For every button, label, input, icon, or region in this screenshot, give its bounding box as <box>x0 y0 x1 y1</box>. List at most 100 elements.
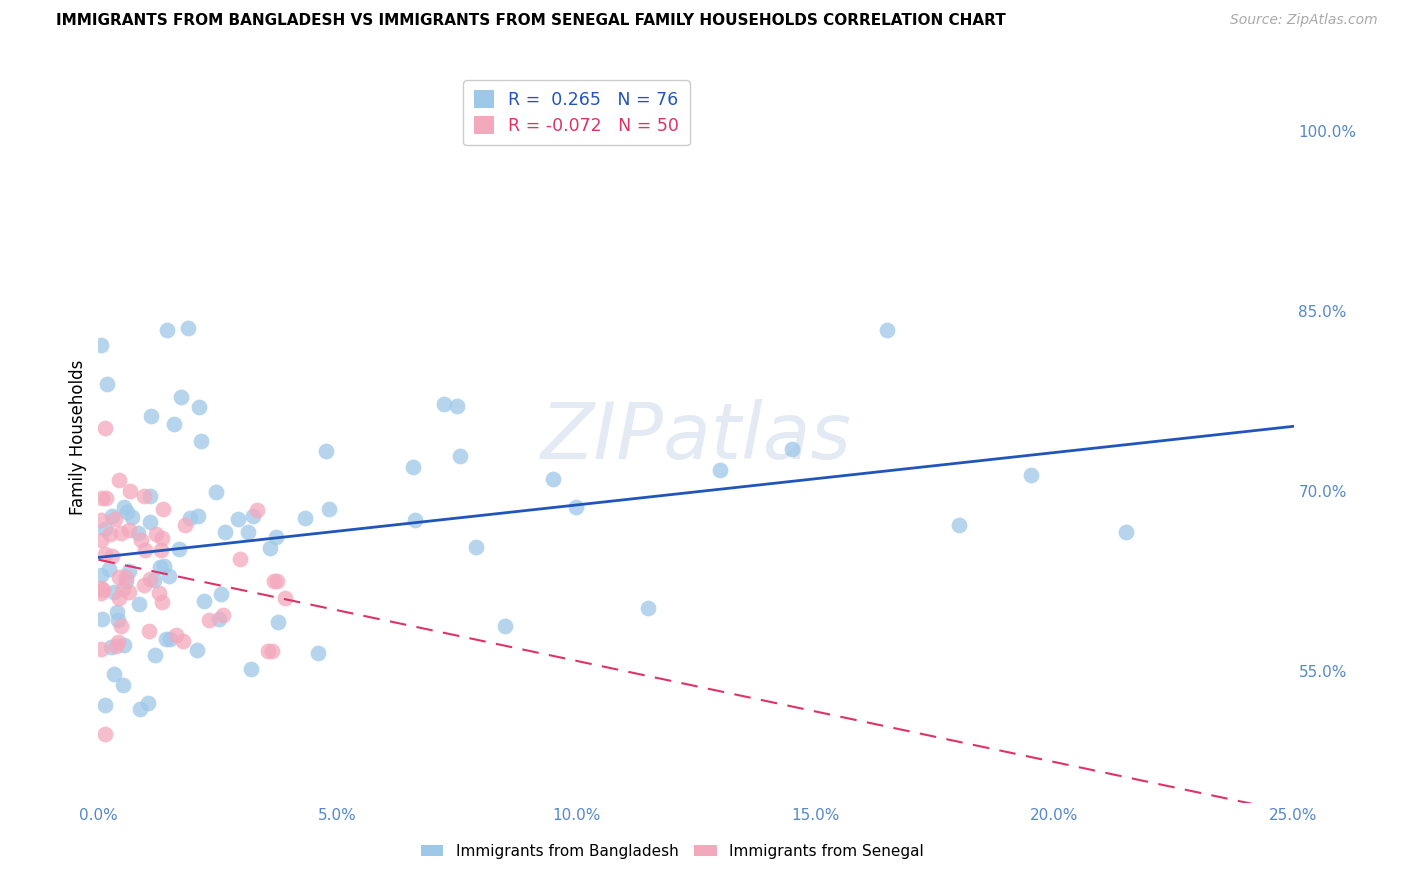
Point <box>204 484 226 499</box>
Point <box>179 511 201 525</box>
Point <box>263 574 285 589</box>
Point <box>100 640 122 655</box>
Point <box>315 443 337 458</box>
Point <box>107 570 129 584</box>
Point <box>264 530 287 544</box>
Point <box>90 491 112 505</box>
Point <box>114 570 136 584</box>
Y-axis label: Family Households: Family Households <box>69 359 87 515</box>
Point <box>112 638 135 652</box>
Point <box>143 573 166 587</box>
Point <box>98 526 121 541</box>
Point <box>209 587 232 601</box>
Point <box>118 524 141 538</box>
Point <box>402 459 425 474</box>
Point <box>186 643 208 657</box>
Text: IMMIGRANTS FROM BANGLADESH VS IMMIGRANTS FROM SENEGAL FAMILY HOUSEHOLDS CORRELAT: IMMIGRANTS FROM BANGLADESH VS IMMIGRANTS… <box>56 13 1005 29</box>
Point <box>294 510 316 524</box>
Point <box>273 591 295 606</box>
Text: ZIPatlas: ZIPatlas <box>540 399 852 475</box>
Text: Source: ZipAtlas.com: Source: ZipAtlas.com <box>1230 13 1378 28</box>
Point <box>149 560 172 574</box>
Point <box>157 568 180 582</box>
Point <box>90 338 112 352</box>
Point <box>96 376 118 391</box>
Point <box>118 564 141 578</box>
Point <box>108 473 131 487</box>
Point <box>90 581 112 595</box>
Point <box>105 639 128 653</box>
Point <box>112 678 135 692</box>
Point <box>494 618 516 632</box>
Point <box>226 512 249 526</box>
Point <box>165 628 187 642</box>
Point <box>94 698 117 713</box>
Point <box>90 568 112 582</box>
Point <box>141 409 163 423</box>
Point <box>152 501 174 516</box>
Point <box>98 562 121 576</box>
Point <box>156 323 179 337</box>
Point <box>212 607 235 622</box>
Point <box>150 531 173 545</box>
Point <box>404 513 426 527</box>
Point <box>105 606 128 620</box>
Point <box>94 421 117 435</box>
Point <box>138 624 160 638</box>
Point <box>159 632 181 647</box>
Point <box>170 390 193 404</box>
Point <box>260 643 283 657</box>
Point <box>101 549 124 563</box>
Point <box>128 526 150 541</box>
Point <box>93 548 115 562</box>
Point <box>433 397 456 411</box>
Point <box>541 472 564 486</box>
Point <box>259 541 281 556</box>
Point <box>120 483 142 498</box>
Point <box>90 641 112 656</box>
Point <box>446 399 468 413</box>
Point <box>121 510 143 524</box>
Point <box>193 594 215 608</box>
Point <box>90 585 112 599</box>
Point <box>94 491 117 506</box>
Point <box>90 612 112 626</box>
Point <box>94 727 117 741</box>
Point <box>149 543 172 558</box>
Point <box>118 585 141 599</box>
Point <box>112 500 135 515</box>
Point <box>449 450 471 464</box>
Point <box>91 582 114 597</box>
Point <box>240 662 263 676</box>
Legend: Immigrants from Bangladesh, Immigrants from Senegal: Immigrants from Bangladesh, Immigrants f… <box>415 838 929 864</box>
Point <box>94 522 117 536</box>
Point <box>242 509 264 524</box>
Point <box>1019 468 1042 483</box>
Point <box>103 585 125 599</box>
Point <box>173 518 195 533</box>
Point <box>207 612 229 626</box>
Point <box>90 513 112 527</box>
Point <box>187 509 209 524</box>
Point <box>172 634 194 648</box>
Point <box>100 509 122 524</box>
Point <box>876 323 898 337</box>
Point <box>214 524 236 539</box>
Point <box>190 434 212 449</box>
Point <box>115 505 138 519</box>
Point <box>139 489 162 503</box>
Point <box>110 619 132 633</box>
Point <box>110 526 132 541</box>
Point <box>465 540 488 554</box>
Point <box>238 524 260 539</box>
Point <box>153 558 176 573</box>
Point <box>780 442 803 456</box>
Point <box>266 574 288 589</box>
Point <box>266 615 288 630</box>
Point <box>90 533 112 547</box>
Point <box>103 666 125 681</box>
Point <box>565 500 588 514</box>
Point <box>139 516 162 530</box>
Point <box>145 527 167 541</box>
Point <box>143 648 166 662</box>
